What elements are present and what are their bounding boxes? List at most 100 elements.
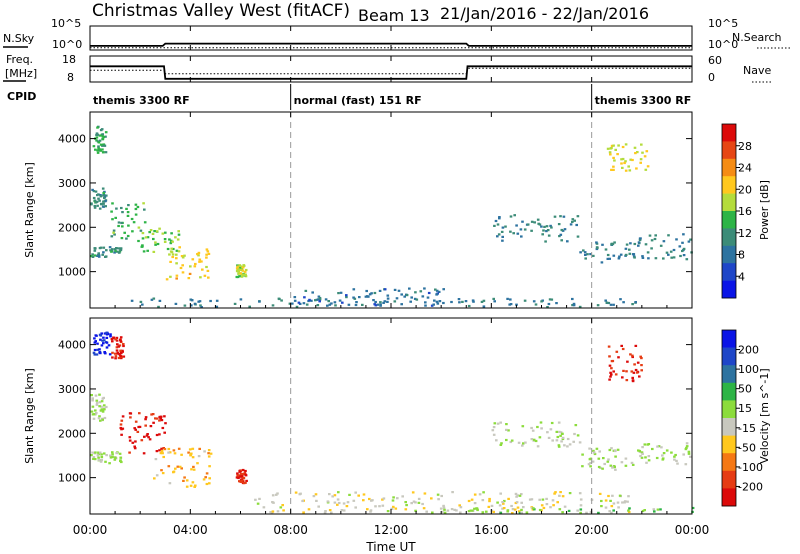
velocity-data-point (193, 485, 196, 488)
power-data-point (608, 151, 612, 154)
power-data-point (244, 275, 248, 278)
velocity-data-point (97, 451, 100, 454)
velocity-colorbar-swatch (722, 330, 736, 348)
velocity-data-point (607, 458, 610, 461)
velocity-data-point (557, 444, 561, 447)
velocity-data-point (655, 456, 659, 460)
power-data-point (333, 301, 337, 304)
power-data-point (370, 292, 373, 295)
velocity-data-point (610, 511, 613, 514)
velocity-data-point (601, 467, 604, 470)
velocity-data-point (656, 508, 660, 511)
power-data-point (215, 299, 219, 302)
power-data-point (104, 205, 107, 208)
velocity-data-point (417, 497, 421, 500)
velocity-data-point (99, 338, 102, 341)
power-data-point (629, 158, 632, 161)
power-data-point (144, 236, 148, 239)
velocity-data-point (646, 443, 649, 446)
velocity-data-point (589, 461, 592, 465)
velocity-data-point (492, 426, 496, 429)
velocity-data-point (579, 511, 582, 514)
power-data-point (494, 219, 498, 223)
power-data-point (236, 265, 240, 268)
y-tick-label: 4000 (58, 339, 86, 352)
power-data-point (631, 158, 634, 162)
velocity-data-point (381, 498, 384, 501)
power-data-point (624, 169, 628, 172)
velocity-data-point (105, 341, 109, 344)
power-data-point (571, 297, 574, 301)
velocity-data-point (119, 459, 122, 462)
power-data-point (576, 215, 580, 218)
velocity-data-point (492, 433, 496, 436)
power-data-point (501, 235, 504, 238)
velocity-data-point (423, 492, 427, 495)
power-data-point (177, 230, 180, 233)
velocity-data-point (482, 491, 485, 494)
velocity-data-point (119, 357, 123, 360)
power-data-point (238, 264, 242, 267)
velocity-data-point (520, 508, 523, 511)
velocity-data-point (262, 506, 266, 509)
velocity-data-point (154, 417, 157, 420)
velocity-data-point (93, 458, 97, 461)
velocity-data-point (152, 421, 155, 424)
x-tick-label: 08:00 (273, 523, 308, 537)
power-data-point (501, 239, 504, 242)
power-data-point (168, 238, 171, 241)
velocity-data-point (110, 338, 114, 341)
power-colorbar-tick-label: 12 (738, 227, 752, 240)
power-data-point (631, 303, 634, 306)
power-data-point (543, 225, 546, 228)
velocity-data-point (101, 410, 105, 413)
power-data-point (311, 291, 314, 294)
velocity-data-point (282, 509, 285, 512)
velocity-data-point (164, 422, 167, 425)
velocity-data-point (581, 465, 584, 468)
power-data-point (235, 275, 239, 279)
velocity-data-point (96, 348, 100, 351)
velocity-data-point (254, 498, 257, 501)
power-data-point (99, 149, 103, 152)
power-data-point (304, 289, 308, 292)
power-data-point (324, 298, 328, 301)
power-data-point (242, 266, 245, 269)
velocity-data-point (115, 336, 119, 339)
power-data-point (608, 257, 611, 260)
power-data-point (548, 298, 552, 301)
power-data-point (405, 294, 409, 297)
power-data-point (201, 268, 204, 271)
power-data-point (654, 234, 657, 237)
velocity-data-point (640, 369, 643, 372)
power-data-point (584, 253, 587, 256)
power-data-point (169, 260, 172, 263)
power-data-point (235, 267, 239, 270)
power-data-point (206, 250, 210, 253)
power-data-point (238, 275, 241, 278)
velocity-data-point (576, 509, 579, 512)
power-data-point (382, 301, 385, 304)
power-data-point (209, 299, 212, 303)
power-data-point (546, 306, 549, 309)
velocity-data-point (100, 458, 103, 462)
velocity-data-point (514, 492, 518, 495)
velocity-data-point (566, 445, 569, 448)
velocity-data-point (148, 438, 152, 441)
velocity-data-point (675, 459, 678, 462)
velocity-data-point (197, 455, 201, 458)
power-data-point (612, 144, 615, 147)
velocity-data-point (328, 493, 331, 496)
power-data-point (612, 168, 615, 171)
velocity-data-point (623, 501, 626, 504)
power-data-point (137, 226, 141, 229)
velocity-data-point (333, 501, 337, 504)
velocity-data-point (532, 507, 535, 510)
velocity-data-point (459, 511, 462, 514)
power-data-point (105, 249, 108, 252)
power-data-point (166, 247, 170, 251)
power-data-point (155, 230, 159, 233)
velocity-data-point (244, 481, 247, 484)
velocity-data-point (183, 476, 186, 479)
velocity-data-point (505, 428, 508, 431)
